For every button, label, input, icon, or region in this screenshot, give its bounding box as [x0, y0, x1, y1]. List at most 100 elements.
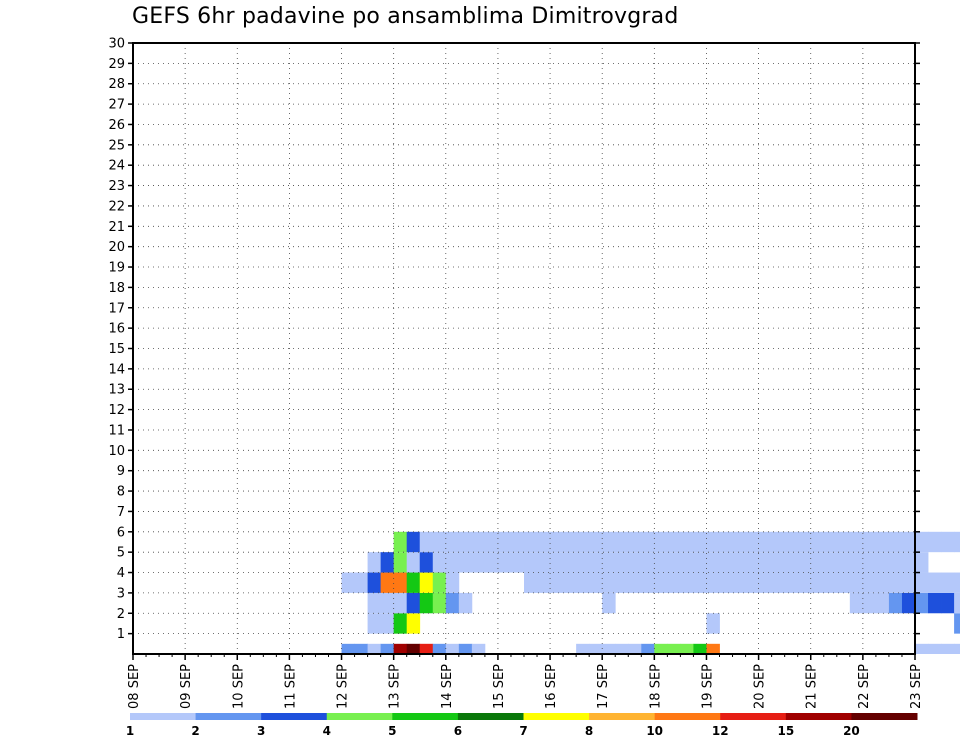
heatmap-cell	[941, 592, 955, 614]
heatmap-cell	[901, 592, 916, 614]
heatmap-cell	[380, 572, 395, 593]
heatmap-cell	[445, 572, 460, 593]
y-tick-label: 3	[117, 586, 125, 601]
heatmap-cell	[901, 572, 916, 593]
y-tick-label: 5	[117, 546, 125, 561]
heatmap-cell	[445, 592, 460, 614]
heatmap-cell	[862, 552, 877, 573]
y-axis: 1234567891011121314151617181920212223242…	[108, 37, 920, 642]
heatmap-cell	[941, 531, 955, 553]
colorbar-label: 20	[843, 724, 860, 738]
heatmap-cell	[758, 531, 773, 553]
heatmap-cell	[745, 552, 759, 573]
heatmap-cell	[706, 572, 720, 593]
heatmap-cell	[954, 531, 960, 553]
heatmap-cell	[537, 531, 551, 553]
heatmap-cell	[901, 552, 916, 573]
y-tick-label: 11	[108, 423, 125, 438]
heatmap-cell	[954, 592, 960, 614]
colorbar-label: 7	[519, 724, 527, 738]
heatmap-cell	[628, 643, 642, 654]
heatmap-cell	[758, 572, 773, 593]
y-tick-label: 12	[108, 403, 125, 418]
heatmap-cell	[941, 572, 955, 593]
heatmap-cell	[471, 531, 486, 553]
heatmap-cell	[602, 592, 616, 614]
y-tick-label: 30	[108, 37, 125, 52]
x-tick-label: 17 SEP	[596, 664, 611, 709]
heatmap-cell	[497, 552, 512, 573]
heatmap-cell	[589, 572, 603, 593]
heatmap-cell	[445, 643, 460, 654]
heatmap-cell	[823, 572, 838, 593]
heatmap-cell	[797, 572, 812, 593]
y-tick-label: 16	[108, 322, 125, 337]
heatmap-cell	[432, 531, 447, 553]
heatmap-cell	[458, 552, 473, 573]
y-tick-label: 24	[108, 159, 125, 174]
heatmap-cell	[667, 552, 681, 573]
heatmap-cell	[550, 572, 564, 593]
heatmap-cell	[602, 531, 616, 553]
heatmap-cell	[771, 552, 786, 573]
heatmap-cell	[393, 592, 408, 614]
heatmap-cell	[719, 552, 733, 573]
heatmap-cell	[654, 643, 668, 654]
x-tick-label: 16 SEP	[544, 664, 559, 709]
heatmap-cell	[419, 531, 434, 553]
heatmap-cell	[380, 613, 395, 634]
heatmap-cell	[849, 552, 864, 573]
heatmap-cell	[641, 531, 655, 553]
heatmap-cell	[706, 643, 720, 654]
heatmap-cell	[354, 643, 368, 654]
colorbar-segment	[654, 713, 721, 720]
y-tick-label: 19	[108, 261, 125, 276]
heatmap-cell	[419, 572, 434, 593]
heatmap-cell	[367, 552, 382, 573]
heatmap-cell	[928, 531, 942, 553]
heatmap-cell	[823, 552, 838, 573]
heatmap-cell	[810, 552, 825, 573]
heatmap-cell	[745, 572, 759, 593]
x-tick-label: 09 SEP	[179, 664, 194, 709]
heatmap-cell	[836, 552, 851, 573]
colorbar-segment	[785, 713, 852, 720]
y-tick-label: 14	[108, 362, 125, 377]
heatmap-cell	[497, 531, 512, 553]
heatmap-cell	[862, 531, 877, 553]
heatmap-cells	[341, 531, 960, 654]
colorbar-segment	[261, 713, 328, 720]
heatmap-cell	[628, 531, 642, 553]
y-tick-label: 17	[108, 301, 125, 316]
heatmap-cell	[732, 572, 746, 593]
heatmap-cell	[615, 531, 629, 553]
heatmap-cell	[367, 592, 382, 614]
heatmap-cell	[641, 643, 655, 654]
heatmap-cell	[693, 552, 707, 573]
heatmap-cell	[445, 552, 460, 573]
x-tick-label: 18 SEP	[648, 664, 663, 709]
colorbar-label: 5	[388, 724, 396, 738]
x-tick-label: 20 SEP	[753, 664, 768, 709]
heatmap-cell	[471, 643, 486, 654]
heatmap-cell	[823, 531, 838, 553]
heatmap-cell	[550, 552, 564, 573]
y-tick-label: 8	[117, 485, 125, 500]
heatmap-cell	[771, 572, 786, 593]
heatmap-cell	[875, 592, 890, 614]
heatmap-cell	[862, 572, 877, 593]
heatmap-cell	[915, 552, 929, 573]
y-tick-label: 9	[117, 464, 125, 479]
heatmap-cell	[380, 643, 395, 654]
heatmap-cell	[719, 531, 733, 553]
heatmap-cell	[862, 592, 877, 614]
heatmap-cell	[393, 552, 408, 573]
heatmap-cell	[654, 531, 668, 553]
heatmap-cell	[732, 531, 746, 553]
heatmap-cell	[680, 572, 694, 593]
heatmap-cell	[928, 592, 942, 614]
colorbar-segment	[851, 713, 918, 720]
y-tick-label: 1	[117, 627, 125, 642]
y-tick-label: 26	[108, 118, 125, 133]
heatmap-cell	[484, 552, 499, 573]
